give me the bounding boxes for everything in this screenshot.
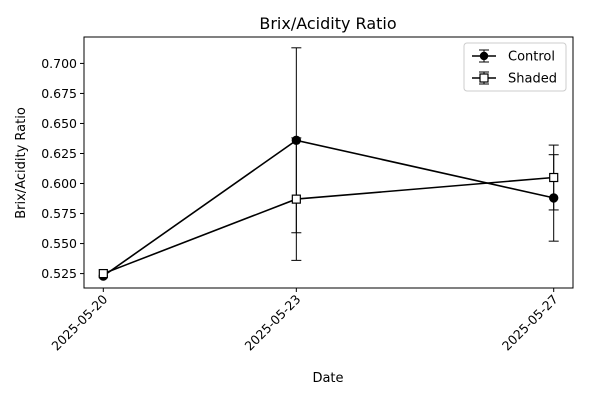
legend-label-control: Control <box>508 50 555 65</box>
y-tick-label: 0.625 <box>41 146 77 161</box>
data-point-shaded <box>291 194 301 204</box>
legend-label-shaded: Shaded <box>508 72 557 87</box>
y-tick-label: 0.675 <box>41 86 77 101</box>
data-point-shaded <box>549 172 559 183</box>
y-tick-label: 0.550 <box>41 236 77 251</box>
data-point-shaded <box>98 268 108 279</box>
y-tick-label: 0.600 <box>41 176 77 191</box>
legend-marker-shaded <box>479 73 489 83</box>
x-axis-label: Date <box>312 371 343 386</box>
data-point-control <box>291 135 302 145</box>
legend-box <box>463 42 567 92</box>
y-tick-label: 0.650 <box>41 116 77 131</box>
data-point-control <box>548 193 559 203</box>
plot-area: 0.525 0.550 0.575 0.600 0.625 0.650 0.675 0.700… <box>41 36 574 353</box>
plot-frame <box>83 36 574 289</box>
y-axis-label: Brix/Acidity Ratio <box>14 107 29 219</box>
y-tick-label: 0.525 <box>41 266 77 281</box>
y-tick-label: 0.575 <box>41 206 77 221</box>
y-tick-label: 0.700 <box>41 56 77 71</box>
chart-title: Brix/Acidity Ratio <box>259 14 396 33</box>
legend-marker-control <box>479 51 489 61</box>
